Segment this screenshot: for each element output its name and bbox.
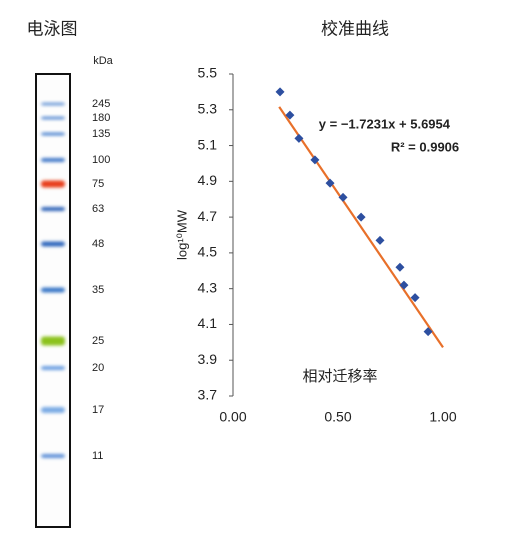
chart-title: 校准曲线	[321, 19, 389, 38]
gel-band	[41, 454, 65, 458]
y-tick-label: 4.3	[198, 279, 218, 295]
gel-lane	[35, 73, 71, 528]
data-point	[285, 110, 295, 120]
band-label: 135	[92, 128, 110, 140]
equation: y = −1.7231x + 5.6954	[319, 116, 451, 131]
band-label: 245	[92, 98, 110, 110]
gel-band	[41, 407, 65, 413]
gel-band	[41, 132, 65, 136]
band-label: 17	[92, 404, 104, 416]
data-point	[410, 293, 420, 303]
data-point	[375, 235, 385, 245]
gel-band	[41, 180, 65, 188]
gel-band	[41, 102, 65, 106]
band-label: 35	[92, 284, 104, 296]
y-tick-label: 3.7	[198, 387, 218, 403]
band-label: 20	[92, 362, 104, 374]
x-tick-label: 0.50	[324, 409, 351, 425]
y-tick-label: 3.9	[198, 351, 218, 367]
gel-band	[41, 207, 65, 211]
gel-band	[41, 116, 65, 120]
x-axis-label: 相对迁移率	[302, 368, 377, 385]
gel-band	[41, 158, 65, 162]
data-point	[399, 280, 409, 290]
y-tick-label: 4.9	[198, 172, 218, 188]
band-label: 63	[92, 203, 104, 215]
y-tick-label: 5.1	[198, 136, 218, 152]
band-label: 75	[92, 178, 104, 190]
gel-band	[41, 366, 65, 370]
gel-band	[41, 287, 65, 293]
gel-band	[41, 336, 65, 346]
band-label: 11	[92, 450, 103, 462]
band-label: 25	[92, 335, 104, 347]
data-point	[294, 133, 304, 143]
band-label: 180	[92, 112, 110, 124]
data-point	[325, 178, 335, 188]
y-tick-label: 4.1	[198, 315, 218, 331]
y-tick-label: 4.5	[198, 244, 218, 260]
y-axis-label: log¹⁰MW	[174, 209, 189, 260]
data-point	[275, 87, 285, 97]
x-tick-label: 1.00	[429, 409, 456, 425]
data-point	[423, 327, 433, 337]
y-tick-label: 5.5	[198, 65, 218, 81]
gel-title: 电泳图	[27, 19, 78, 38]
data-point	[356, 212, 366, 222]
data-point	[310, 155, 320, 165]
band-label: 100	[92, 154, 110, 166]
data-point	[395, 262, 405, 272]
gel-band	[41, 241, 65, 247]
y-tick-label: 5.3	[198, 100, 218, 116]
gel-unit: kDa	[93, 55, 113, 67]
band-label: 48	[92, 238, 104, 250]
x-tick-label: 0.00	[219, 409, 246, 425]
data-point	[338, 192, 348, 202]
r-squared: R² = 0.9906	[391, 139, 459, 154]
y-tick-label: 4.7	[198, 208, 218, 224]
trendline	[278, 106, 444, 348]
